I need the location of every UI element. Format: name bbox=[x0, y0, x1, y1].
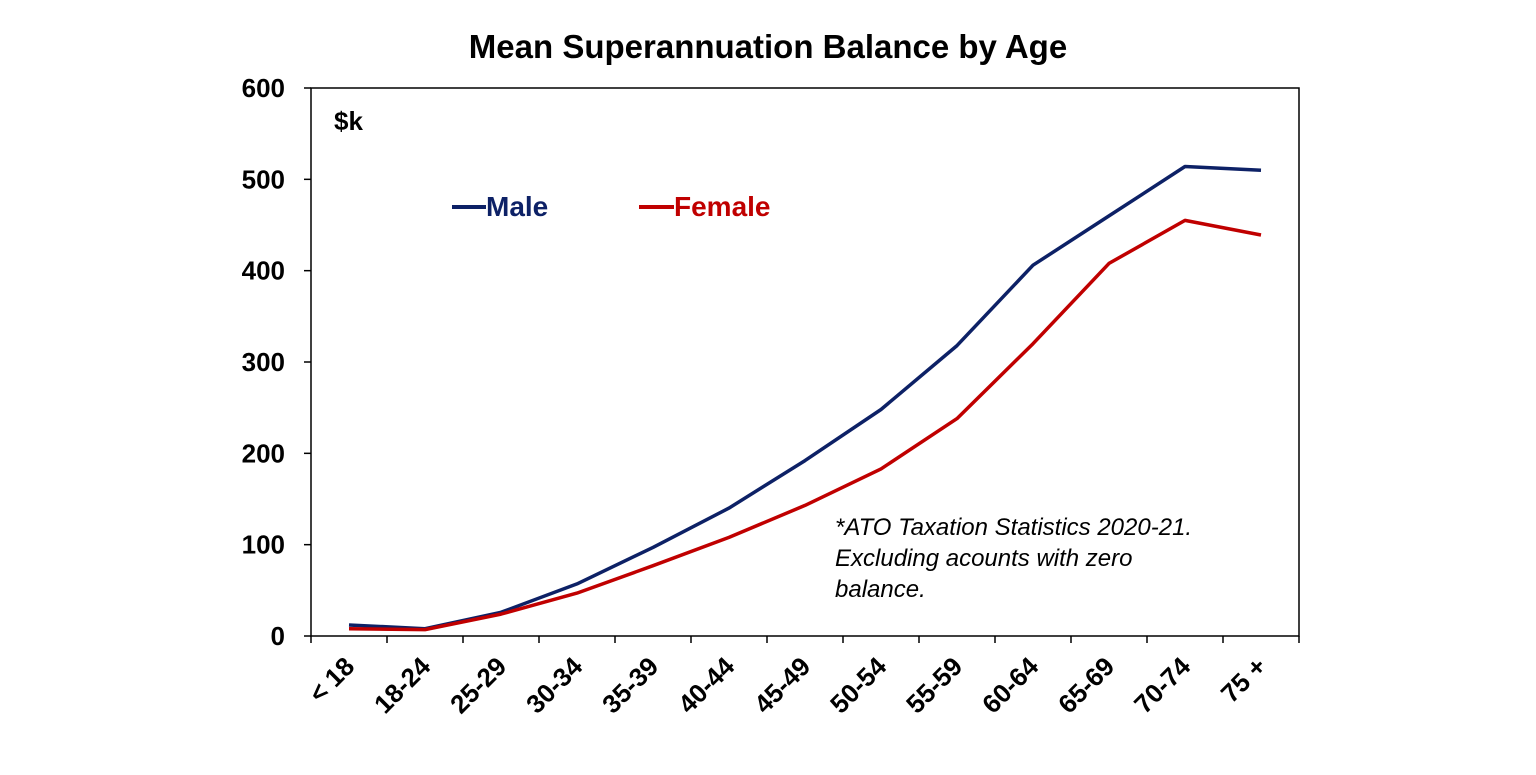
legend-label-male: Male bbox=[486, 191, 548, 222]
y-tick-label: 500 bbox=[242, 164, 285, 194]
series-line-female bbox=[348, 218, 1262, 632]
y-tick-label: 600 bbox=[242, 73, 285, 103]
source-note-line-2: Excluding acounts with zero bbox=[835, 545, 1133, 572]
y-tick-label: 200 bbox=[242, 438, 285, 468]
plot-area-frame bbox=[310, 87, 1300, 637]
y-tick-label: 100 bbox=[242, 530, 285, 560]
x-tick-label: 30-34 bbox=[520, 651, 589, 720]
y-tick-label: 0 bbox=[271, 621, 285, 651]
source-note: *ATO Taxation Statistics 2020-21. Exclud… bbox=[835, 514, 1192, 603]
x-tick-label: 60-64 bbox=[976, 651, 1045, 720]
x-tick-label: 35-39 bbox=[596, 651, 664, 719]
x-tick-label: 25-29 bbox=[444, 651, 512, 719]
x-tick-label: 18-24 bbox=[368, 651, 437, 720]
x-tick-label: < 18 bbox=[303, 651, 361, 709]
legend: Male Female bbox=[452, 191, 771, 222]
x-tick-label: 55-59 bbox=[900, 651, 968, 719]
unit-label: $k bbox=[334, 106, 363, 136]
x-tick-label: 75 + bbox=[1215, 651, 1273, 709]
series-lines bbox=[348, 164, 1262, 632]
y-axis: 0 100 200 300 400 500 600 bbox=[242, 73, 311, 651]
source-note-line-1: *ATO Taxation Statistics 2020-21. bbox=[835, 514, 1192, 541]
x-tick-label: 50-54 bbox=[824, 651, 893, 720]
legend-label-female: Female bbox=[674, 191, 771, 222]
x-tick-label: 65-69 bbox=[1052, 651, 1120, 719]
x-tick-label: 40-44 bbox=[672, 651, 741, 720]
chart-title: Mean Superannuation Balance by Age bbox=[468, 28, 1068, 65]
x-tick-label: 70-74 bbox=[1128, 651, 1197, 720]
source-note-line-3: balance. bbox=[835, 576, 926, 603]
y-tick-label: 400 bbox=[242, 256, 285, 286]
x-axis: < 18 18-24 25-29 30-34 35-39 40-44 45-49 50-54 5… bbox=[303, 636, 1300, 720]
x-tick-label: 45-49 bbox=[748, 651, 816, 719]
y-tick-label: 300 bbox=[242, 347, 285, 377]
